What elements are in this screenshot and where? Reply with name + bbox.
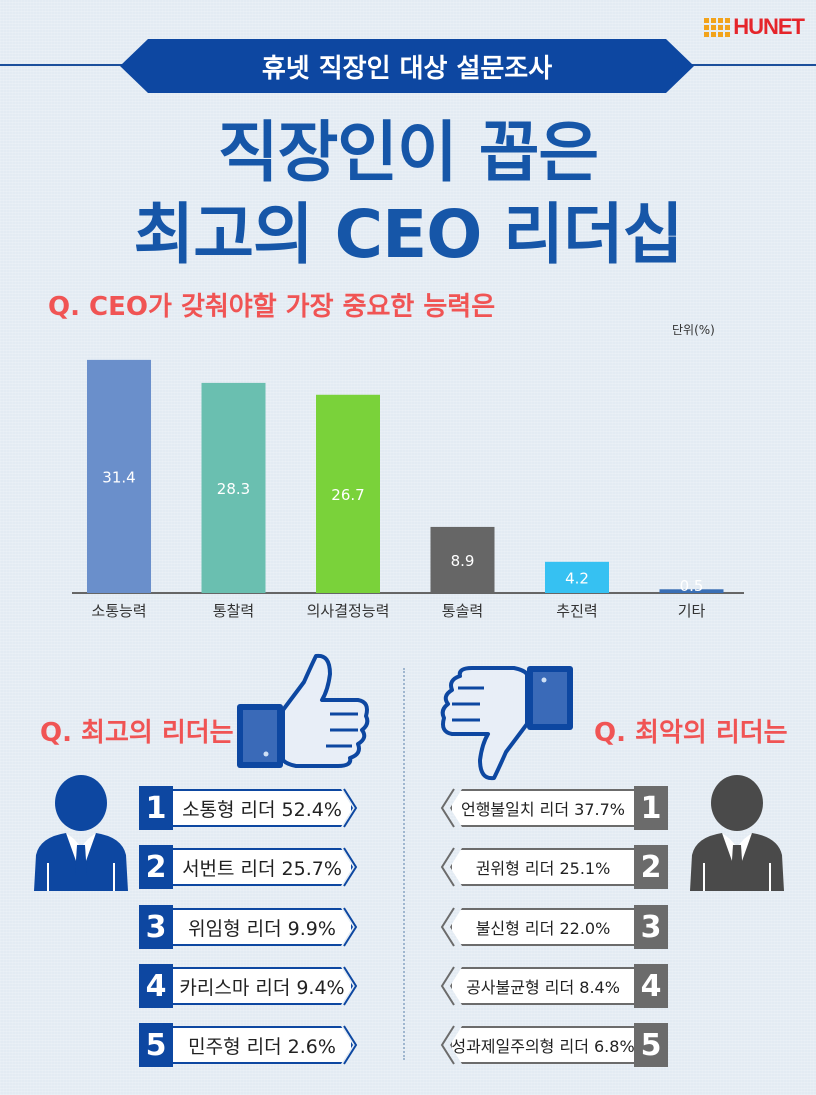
bar-value-label-5: 0.5 — [680, 577, 704, 595]
page-title: 직장인이 꼽은 최고의 CEO 리더십 — [0, 112, 816, 276]
rank-number: 1 — [634, 786, 668, 830]
rank-number: 5 — [139, 1023, 173, 1067]
businessman-gray-icon — [690, 775, 784, 891]
bar-2 — [316, 394, 380, 593]
best-leader-label: 서번트 리더 25.7% — [173, 848, 353, 886]
banner-line-left — [0, 64, 130, 66]
businessman-blue-icon — [34, 775, 128, 891]
chevron-left-icon — [440, 847, 455, 887]
best-leader-label: 소통형 리더 52.4% — [173, 789, 353, 827]
ability-bar-chart: 31.4 소통능력 28.3 통찰력 26.7 의사결정능력 8.9 통솔력 4.2 추진력 0.5… — [72, 359, 744, 620]
bar-4 — [545, 561, 609, 593]
chevron-left-icon — [440, 1025, 455, 1065]
banner-text: 휴넷 직장인 대상 설문조사 — [261, 53, 553, 84]
bar-value-label-2: 26.7 — [331, 486, 364, 504]
worst-leader-item: 언행불일치 리더 37.7% 1 — [450, 786, 668, 830]
chevron-right-icon — [343, 1025, 358, 1065]
chevron-right-icon — [343, 907, 358, 947]
worst-leader-item: 성과제일주의형 리더 6.8% 5 — [450, 1023, 668, 1067]
logo-text: HUNET — [733, 14, 805, 39]
chevron-left-icon — [440, 966, 455, 1006]
worst-leader-item: 권위형 리더 25.1% 2 — [450, 845, 668, 889]
hunet-logo: HUNET — [704, 14, 805, 40]
rank-number: 4 — [139, 964, 173, 1008]
rank-number: 5 — [634, 1023, 668, 1067]
thumbs-down-icon — [440, 666, 573, 781]
category-label-2: 의사결정능력 — [307, 602, 390, 620]
category-label-4: 추진력 — [556, 602, 597, 620]
rank-number: 3 — [634, 905, 668, 949]
chevron-right-icon — [343, 788, 358, 828]
rank-number: 1 — [139, 786, 173, 830]
best-leader-item: 3 위임형 리더 9.9% — [139, 905, 353, 949]
category-label-1: 통찰력 — [213, 602, 254, 620]
bar-value-label-1: 28.3 — [217, 480, 250, 498]
worst-leader-label: 성과제일주의형 리더 6.8% — [450, 1026, 634, 1064]
chevron-right-icon — [343, 966, 358, 1006]
bar-value-label-4: 4.2 — [565, 569, 589, 587]
worst-leader-label: 공사불균형 리더 8.4% — [450, 967, 634, 1005]
best-leader-item: 2 서번트 리더 25.7% — [139, 845, 353, 889]
worst-leader-label: 불신형 리더 22.0% — [450, 908, 634, 946]
survey-banner: 휴넷 직장인 대상 설문조사 — [120, 39, 694, 93]
best-leader-item: 5 민주형 리더 2.6% — [139, 1023, 353, 1067]
bar-0 — [87, 359, 151, 593]
best-leader-question: Q. 최고의 리더는 — [40, 718, 234, 748]
bar-5 — [659, 589, 724, 593]
bar-1 — [201, 382, 266, 593]
chevron-left-icon — [440, 788, 455, 828]
best-leader-item: 1 소통형 리더 52.4% — [139, 786, 353, 830]
best-leader-label: 카리스마 리더 9.4% — [173, 967, 353, 1005]
category-label-5: 기타 — [678, 602, 706, 620]
worst-leader-question: Q. 최악의 리더는 — [594, 718, 788, 748]
worst-leader-item: 불신형 리더 22.0% 3 — [450, 905, 668, 949]
bar-value-label-3: 8.9 — [451, 552, 475, 570]
bar-value-label-0: 31.4 — [102, 468, 135, 486]
best-leader-label: 민주형 리더 2.6% — [173, 1026, 353, 1064]
rank-number: 2 — [634, 845, 668, 889]
best-leader-label: 위임형 리더 9.9% — [173, 908, 353, 946]
chevron-right-icon — [343, 847, 358, 887]
section-divider — [403, 668, 405, 1060]
thumbs-up-icon — [237, 653, 370, 768]
banner-line-right — [686, 64, 816, 66]
title-line-2: 최고의 CEO 리더십 — [133, 196, 684, 273]
rank-number: 2 — [139, 845, 173, 889]
best-leader-item: 4 카리스마 리더 9.4% — [139, 964, 353, 1008]
worst-leader-item: 공사불균형 리더 8.4% 4 — [450, 964, 668, 1008]
main-question: Q. CEO가 갖춰야할 가장 중요한 능력은 — [48, 292, 496, 322]
title-line-1: 직장인이 꼽은 — [217, 114, 599, 191]
logo-dots-icon — [704, 17, 731, 37]
unit-label: 단위(%) — [672, 323, 715, 337]
category-label-3: 통솔력 — [442, 602, 483, 620]
worst-leader-label: 권위형 리더 25.1% — [450, 848, 634, 886]
bar-3 — [430, 526, 495, 593]
rank-number: 3 — [139, 905, 173, 949]
category-label-0: 소통능력 — [91, 602, 146, 620]
chevron-left-icon — [440, 907, 455, 947]
worst-leader-label: 언행불일치 리더 37.7% — [450, 789, 634, 827]
rank-number: 4 — [634, 964, 668, 1008]
